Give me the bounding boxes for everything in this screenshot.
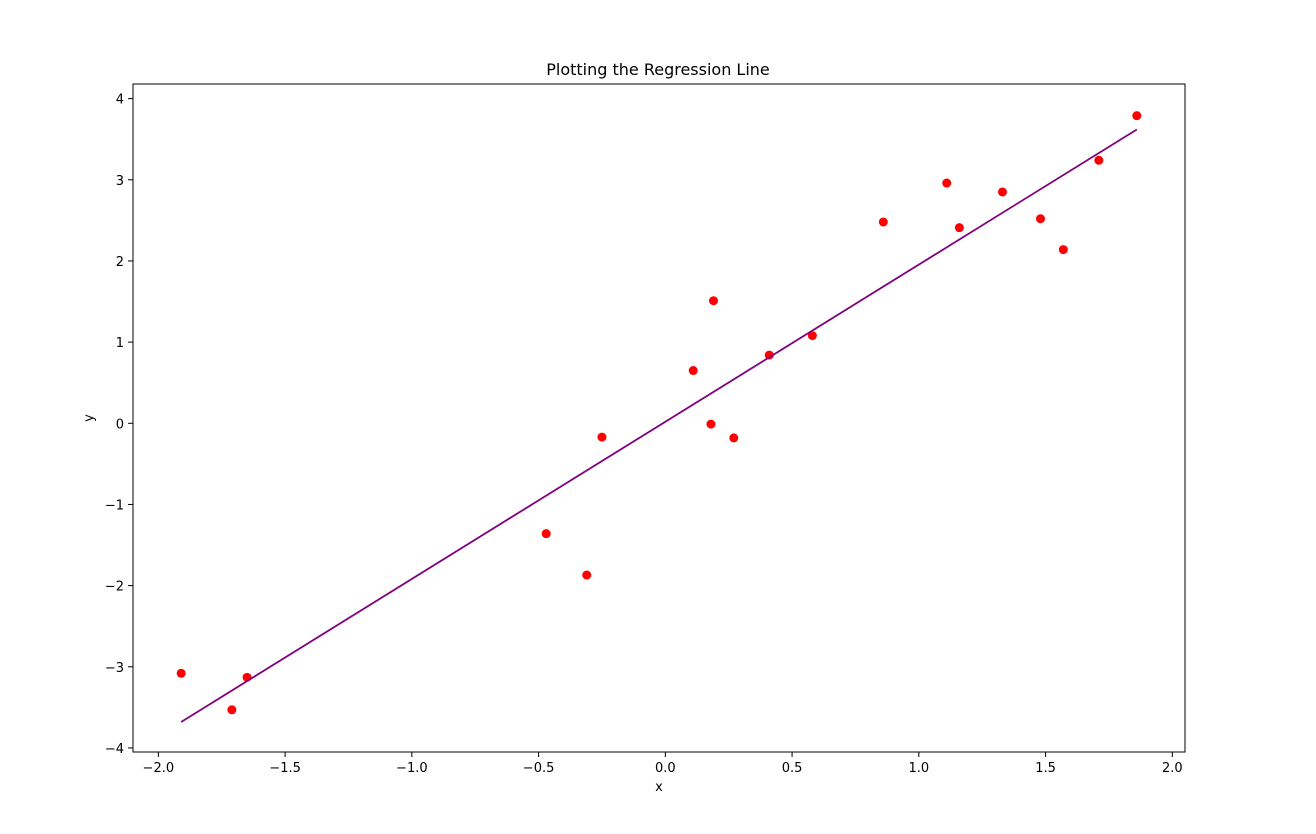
x-axis-label: x (655, 780, 663, 795)
y-axis-label: y (82, 414, 97, 422)
x-axis: −2.0 −1.5 −1.0 −0.5 0.0 0.5 1.0 1.5 2.0 (143, 752, 1183, 776)
scatter-point (227, 705, 237, 715)
y-tick-label: −4 (105, 742, 124, 757)
x-tick-label: 0.5 (782, 761, 803, 776)
y-tick-label: 1 (116, 336, 124, 351)
x-tick-label: −0.5 (523, 761, 555, 776)
scatter-point (954, 223, 964, 233)
y-tick-label: 3 (116, 174, 124, 189)
scatter-point (688, 366, 698, 376)
plot-area (176, 111, 1142, 723)
scatter-point (176, 668, 186, 678)
y-tick-label: −3 (105, 661, 124, 676)
x-tick-label: 0.0 (655, 761, 676, 776)
scatter-point (597, 432, 607, 442)
scatter-point (764, 350, 774, 360)
regression-line (180, 128, 1138, 723)
scatter-point (706, 419, 716, 429)
scatter-point (1058, 245, 1068, 255)
y-axis: −4 −3 −2 −1 0 1 2 3 4 (105, 93, 133, 757)
scatter-point (807, 331, 817, 341)
scatter-point (1094, 155, 1104, 165)
scatter-point (997, 187, 1007, 197)
scatter-point (709, 296, 719, 306)
scatter-point (541, 529, 551, 539)
chart-title: Plotting the Regression Line (546, 60, 770, 79)
scatter-point (878, 217, 888, 227)
x-tick-label: −1.5 (269, 761, 301, 776)
x-tick-label: 1.5 (1035, 761, 1056, 776)
x-tick-label: −2.0 (143, 761, 175, 776)
y-tick-label: 4 (116, 93, 124, 108)
y-tick-label: −1 (105, 498, 124, 513)
scatter-point (942, 178, 952, 188)
scatter-point (1132, 111, 1142, 121)
x-tick-label: −1.0 (396, 761, 428, 776)
scatter-point (729, 433, 739, 443)
y-tick-label: 0 (116, 417, 124, 432)
scatter-point (1036, 214, 1046, 224)
x-tick-label: 2.0 (1162, 761, 1183, 776)
y-tick-label: −2 (105, 580, 124, 595)
axes-frame (132, 83, 1186, 753)
scatter-point (582, 570, 592, 580)
y-tick-label: 2 (116, 255, 124, 270)
x-tick-label: 1.0 (908, 761, 929, 776)
